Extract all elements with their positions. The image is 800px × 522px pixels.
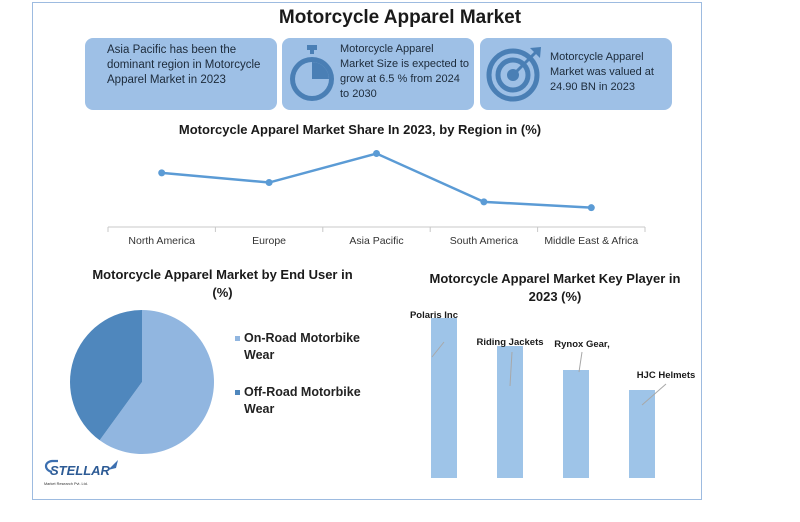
stopwatch-icon xyxy=(290,45,334,101)
x-axis-ticks xyxy=(107,227,646,232)
x-tick-labels: North America Europe Asia Pacific South Ame… xyxy=(128,235,638,247)
x-tick-label: Europe xyxy=(252,235,286,247)
bar-rynox-gear- xyxy=(563,370,589,478)
info-card-text: Motorcycle Apparel Market was valued at … xyxy=(550,51,654,93)
bar-label: HJC Helmets xyxy=(637,370,696,381)
info-card-text: Motorcycle Apparel Market Size is expect… xyxy=(340,43,470,100)
leader-line xyxy=(641,383,667,406)
x-tick-label: Asia Pacific xyxy=(349,235,403,247)
leader-line xyxy=(509,351,513,387)
line-chart-title: Motorcycle Apparel Market Share In 2023,… xyxy=(178,122,542,137)
data-point-south-america xyxy=(480,198,488,206)
bar-label: Riding Jackets xyxy=(476,337,543,348)
info-card-dominant-region: Asia Pacific has been the dominant regio… xyxy=(85,38,277,110)
info-card-market-value: Motorcycle Apparel Market was valued at … xyxy=(480,38,672,110)
pie-chart-title: Motorcycle Apparel Market by End User in… xyxy=(92,267,353,300)
legend-swatch xyxy=(235,390,240,395)
leader-line xyxy=(431,341,445,358)
data-point-asia-pacific xyxy=(373,150,380,158)
pie-slice-on-road-motorbike-wear xyxy=(99,310,214,454)
bar-riding-jackets xyxy=(497,346,523,478)
bar-chart-title: Motorcycle Apparel Market Key Player in … xyxy=(429,271,681,304)
pie-slice-off-road-motorbike-wear xyxy=(69,310,142,441)
x-tick-label: South America xyxy=(450,235,518,247)
bar-label: Polaris Inc xyxy=(410,310,458,321)
bar-polaris-inc xyxy=(431,318,457,478)
svg-text:Market Research Pvt. Ltd.: Market Research Pvt. Ltd. xyxy=(44,482,88,486)
legend-label: Off-Road Motorbike Wear xyxy=(244,385,361,416)
data-point-europe xyxy=(265,179,273,187)
bars xyxy=(431,318,655,478)
series-points xyxy=(158,150,595,212)
x-tick-label: North America xyxy=(128,235,195,247)
bar-hjc-helmets xyxy=(629,390,655,478)
x-tick-label: Middle East & Africa xyxy=(544,235,638,247)
bar-label: Rynox Gear, xyxy=(554,339,609,350)
legend-label: On-Road Motorbike Wear xyxy=(244,331,360,362)
data-point-north-america xyxy=(158,169,166,177)
bar-labels: Polaris Inc Riding Jackets Rynox Gear, HJC … xyxy=(410,310,695,381)
bar-leader-lines xyxy=(431,341,667,406)
target-icon xyxy=(486,47,541,102)
info-card-growth-rate: Motorcycle Apparel Market Size is expect… xyxy=(282,38,474,110)
info-card-text: Asia Pacific has been the dominant regio… xyxy=(107,44,261,86)
legend-swatch xyxy=(235,336,240,341)
stellar-logo: STELLAR Market Research Pvt. Ltd. xyxy=(44,459,118,486)
page-title: Motorcycle Apparel Market xyxy=(278,7,522,28)
leader-line xyxy=(578,351,583,373)
pie-slices xyxy=(69,310,214,454)
data-point-middle-east-africa xyxy=(587,204,595,212)
svg-text:STELLAR: STELLAR xyxy=(50,463,111,478)
infographic-frame xyxy=(32,2,702,500)
